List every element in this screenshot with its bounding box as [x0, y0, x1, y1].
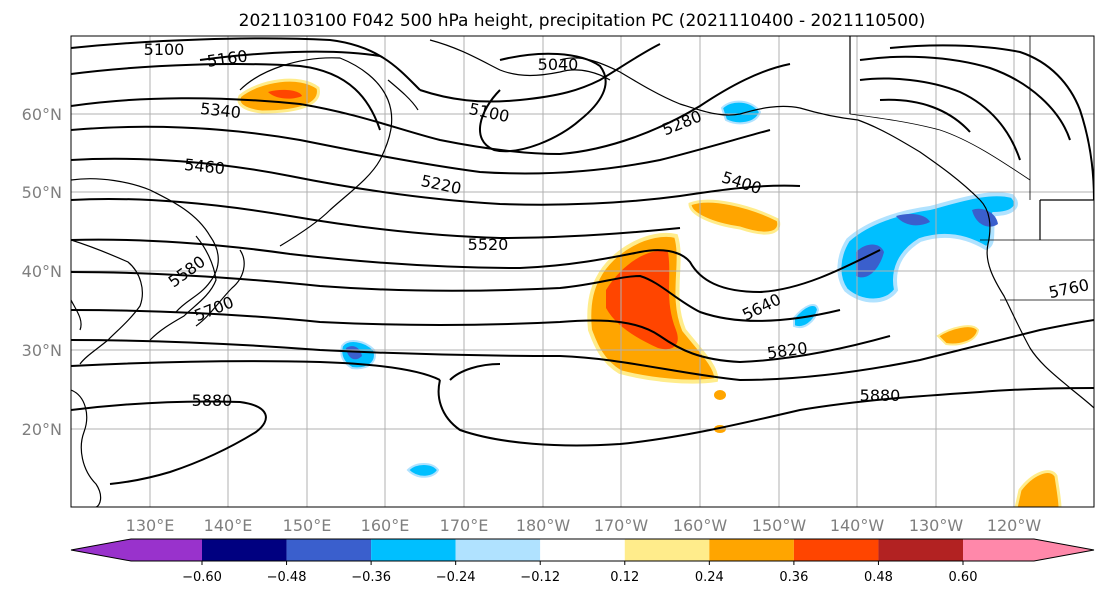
precip-patch: [720, 100, 762, 125]
colorbar-segment: [286, 539, 372, 561]
colorbar-tick-label: −0.36: [351, 570, 391, 585]
precip-patch: [688, 199, 781, 235]
precip-patch: [1014, 470, 1062, 507]
colorbar-tick-label: −0.12: [520, 570, 560, 585]
precip-patch: [406, 463, 440, 478]
contour-label: 5100: [144, 40, 185, 59]
contour-label: 5520: [468, 235, 509, 254]
precip-patch: [972, 208, 998, 227]
longitude-labels: 130°E 140°E 150°E 160°E 170°E 180°W 170°…: [126, 516, 1042, 535]
colorbar-segment: [455, 539, 541, 561]
colorbar-segment: [793, 539, 879, 561]
map-frame: [70, 35, 1095, 508]
contour-label: 5040: [538, 55, 579, 74]
colorbar-tick-label: 0.24: [695, 570, 724, 585]
lon-label: 160°E: [361, 516, 410, 535]
colorbar-segment: [371, 539, 456, 561]
lon-label: 170°W: [594, 516, 649, 535]
contour-label: 5880: [860, 386, 901, 405]
lat-label: 20°N: [22, 420, 62, 439]
colorbar-tick-label: −0.24: [436, 570, 476, 585]
lon-label: 170°E: [440, 516, 489, 535]
lon-label: 180°W: [516, 516, 571, 535]
lon-label: 140°W: [830, 516, 885, 535]
coastlines: [71, 36, 1094, 507]
colorbar-segment: [963, 539, 1094, 561]
lon-label: 130°E: [126, 516, 175, 535]
precip-patch: [896, 214, 930, 226]
colorbar-tick-label: 0.12: [610, 570, 639, 585]
colorbar-segment: [71, 539, 202, 561]
contour-label: 5340: [199, 99, 241, 122]
lon-label: 160°W: [673, 516, 728, 535]
colorbar-tick-label: −0.48: [267, 570, 307, 585]
colorbar-segment: [709, 539, 794, 561]
figure-title: 2021103100 F042 500 hPa height, precipit…: [239, 11, 926, 31]
precip-patch: [936, 325, 980, 346]
borders: [849, 36, 1094, 301]
contour-label: 5880: [192, 391, 233, 410]
precip-patch: [346, 346, 362, 360]
lon-label: 130°W: [909, 516, 964, 535]
lat-label: 30°N: [22, 341, 62, 360]
latitude-labels: 20°N 30°N 40°N 50°N 60°N: [22, 105, 62, 439]
colorbar-segment: [624, 539, 710, 561]
precip-patch: [606, 250, 678, 350]
height-contours: [71, 37, 1094, 485]
colorbar-segment: [202, 539, 287, 561]
colorbar-segment: [540, 539, 625, 561]
lon-label: 140°E: [204, 516, 253, 535]
precip-patch: [856, 244, 884, 278]
lat-label: 50°N: [22, 183, 62, 202]
lon-label: 150°E: [283, 516, 332, 535]
colorbar-tick-label: 0.60: [949, 570, 978, 585]
lon-label: 120°W: [987, 516, 1042, 535]
lat-label: 40°N: [22, 262, 62, 281]
colorbar: −0.60 −0.48 −0.36 −0.24 −0.12 0.12 0.24 0.36 0.4…: [70, 538, 1095, 585]
lat-label: 60°N: [22, 105, 62, 124]
precip-patch: [268, 89, 302, 99]
colorbar-tick-label: 0.48: [864, 570, 893, 585]
contour-label: 5460: [183, 155, 225, 178]
colorbar-outline: [70, 538, 1095, 562]
colorbar-tick-label: −0.60: [182, 570, 222, 585]
map-panel: 5100 5160 5040 5340 5100 5280 5460 5220 …: [70, 35, 1095, 508]
colorbar-tick-label: 0.36: [779, 570, 808, 585]
precip-patch: [714, 390, 726, 400]
gridlines: [71, 36, 1094, 507]
lon-label: 150°W: [752, 516, 807, 535]
colorbar-segment: [878, 539, 963, 561]
